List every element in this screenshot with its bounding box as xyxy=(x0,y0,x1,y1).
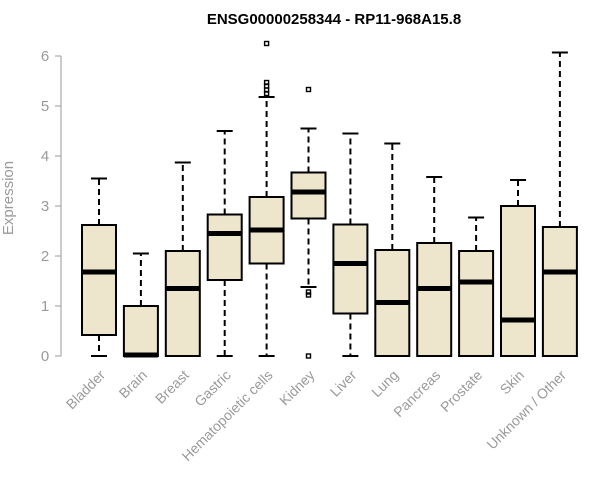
x-tick-label: Prostate xyxy=(437,367,485,415)
box-body xyxy=(458,250,495,357)
boxes-group xyxy=(81,40,578,359)
y-tick-label: 4 xyxy=(41,148,49,165)
y-tick-label: 0 xyxy=(41,348,49,365)
box-10 xyxy=(458,216,495,357)
x-tick-label: Liver xyxy=(327,367,360,400)
box-body xyxy=(332,223,369,315)
box-12 xyxy=(541,51,578,357)
x-tick-label: Unknown / Other xyxy=(483,367,569,453)
x-tick-label: Pancreas xyxy=(390,367,443,420)
box-body xyxy=(500,205,536,357)
x-tick-label: Skin xyxy=(497,367,528,398)
outlier-point xyxy=(305,86,312,93)
box-body xyxy=(122,305,159,357)
box-4 xyxy=(206,130,243,357)
box-8 xyxy=(374,142,411,357)
box-5 xyxy=(248,40,285,357)
box-6 xyxy=(290,86,327,359)
outlier-point xyxy=(305,292,312,298)
y-tick-label: 5 xyxy=(41,98,49,115)
box-body xyxy=(416,242,453,357)
outlier-point xyxy=(305,289,312,295)
y-tick-label: 3 xyxy=(41,198,49,215)
box-3 xyxy=(164,161,201,357)
box-body xyxy=(541,226,578,357)
box-9 xyxy=(416,176,453,357)
x-tick-label: Bladder xyxy=(63,367,109,413)
outlier-point xyxy=(305,353,312,359)
box-7 xyxy=(332,132,369,357)
x-tick-label: Lung xyxy=(368,367,401,400)
box-11 xyxy=(500,179,536,357)
y-tick-label: 1 xyxy=(41,298,49,315)
box-body xyxy=(164,250,201,357)
box-1 xyxy=(81,177,117,357)
box-2 xyxy=(122,252,159,358)
y-axis: 0 1 2 3 4 5 6 xyxy=(41,48,62,365)
outlier-point xyxy=(263,79,270,86)
x-tick-label: Breast xyxy=(152,367,192,407)
x-tick-label: Brain xyxy=(116,367,150,401)
y-axis-label: Expression xyxy=(0,161,17,235)
y-tick-label: 6 xyxy=(41,48,49,65)
chart-title: ENSG00000258344 - RP11-968A15.8 xyxy=(207,11,461,28)
box-body xyxy=(290,171,327,220)
box-body xyxy=(81,224,117,336)
outlier-point xyxy=(263,40,270,47)
x-tick-label: Kidney xyxy=(276,367,318,409)
y-tick-label: 2 xyxy=(41,248,49,265)
box-body xyxy=(206,213,243,281)
